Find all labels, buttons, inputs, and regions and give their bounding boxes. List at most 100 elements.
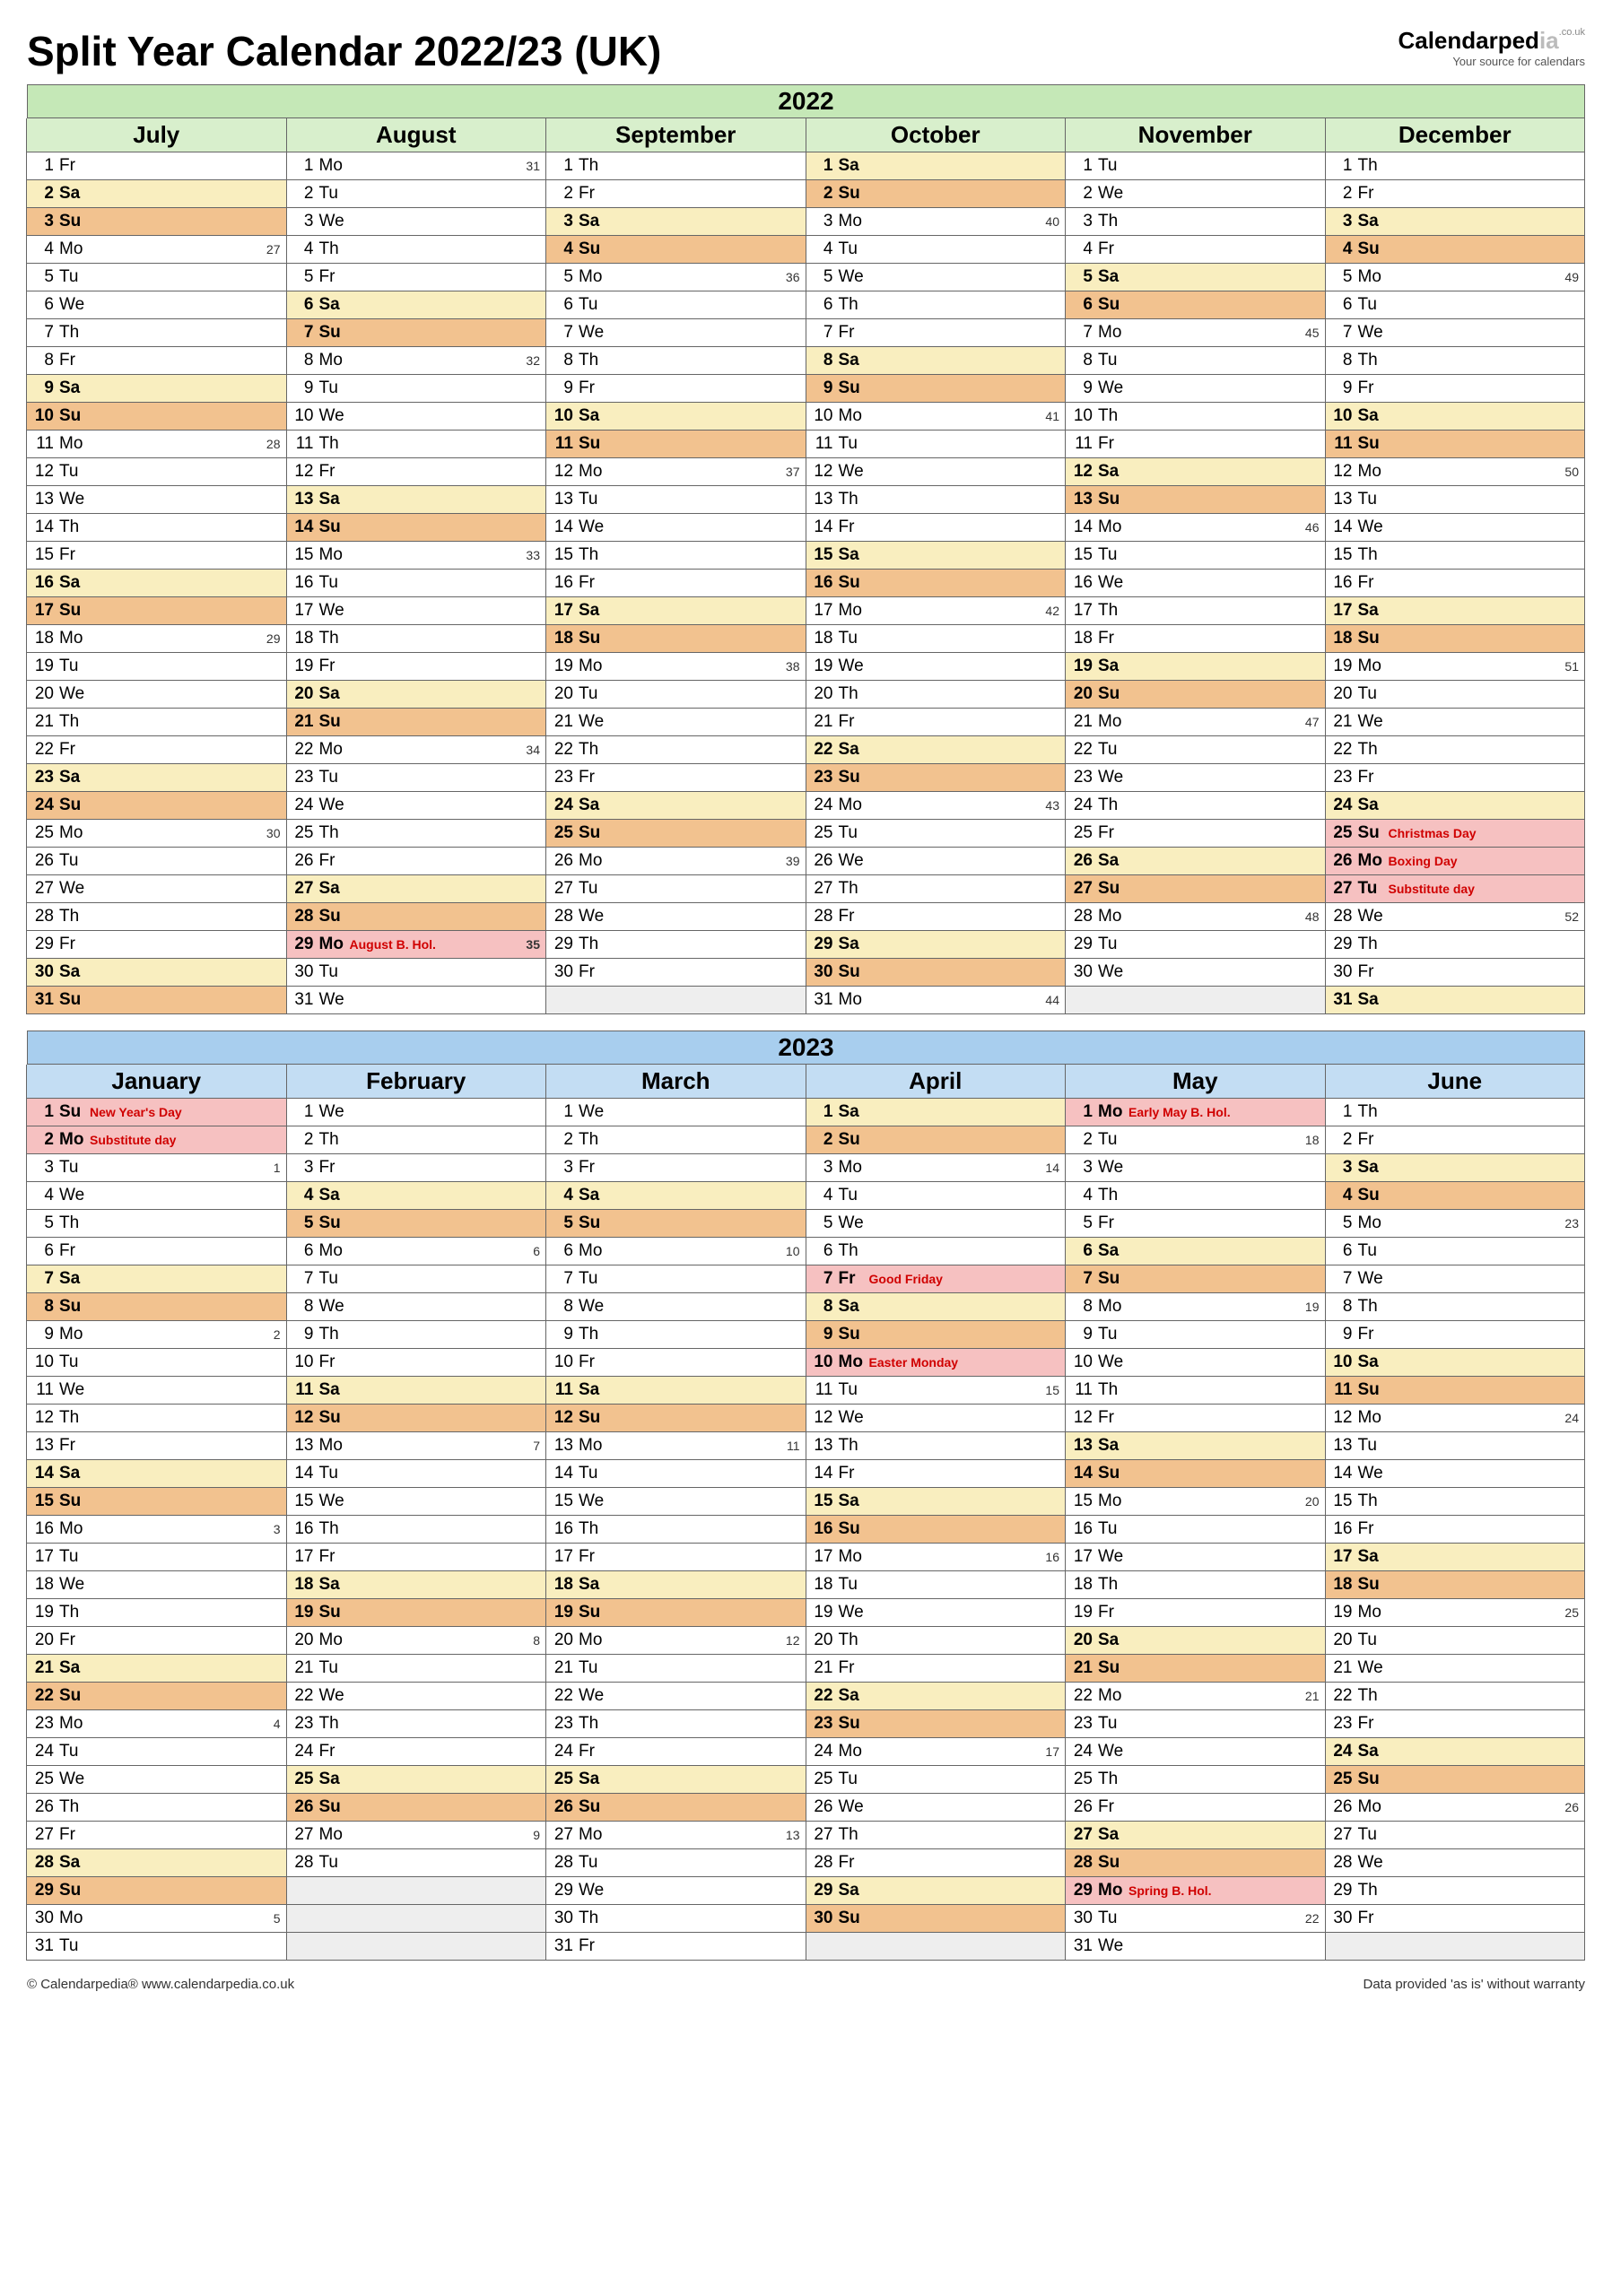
week-number: 23 [1563,1216,1581,1231]
day-of-week: Tu [1355,1631,1385,1650]
day-number: 28 [550,907,575,926]
brand-name: Calendarpedia.co.uk [1398,27,1585,55]
day-of-week: Su [316,712,346,732]
day-row: 23Fr [546,764,806,792]
day-of-week: Th [575,740,606,760]
day-row: 1We [546,1099,806,1126]
day-row: 4Sa [546,1182,806,1210]
day-of-week: Mo [316,1436,346,1456]
day-number: 18 [1329,1575,1355,1595]
day-row: 6Fr [27,1238,286,1265]
day-number: 24 [810,796,835,815]
holiday-label: New Year's Day [86,1105,265,1119]
day-row: 21We [1326,1655,1585,1683]
day-number: 24 [550,796,575,815]
day-of-week: Su [56,601,86,621]
day-of-week: Mo [575,267,606,287]
day-row: 24Sa [546,792,806,820]
day-of-week: Mo [1094,712,1125,732]
day-number: 12 [30,1408,56,1428]
day-of-week: Tu [1355,684,1385,704]
day-of-week: Su [835,768,866,787]
day-number: 6 [550,1241,575,1261]
day-number: 25 [810,823,835,843]
day-of-week: Sa [56,1269,86,1289]
day-row: 22Mo34 [287,736,546,764]
day-row: 4Mo27 [27,236,286,264]
day-of-week: We [1094,573,1125,593]
day-row: 19Su [546,1599,806,1627]
day-number: 12 [30,462,56,482]
day-row: 23Sa [27,764,286,792]
day-row: 19Mo38 [546,653,806,681]
day-number: 19 [810,657,835,676]
day-number: 30 [30,962,56,982]
day-of-week: Sa [56,1464,86,1483]
week-number: 26 [1563,1800,1581,1814]
day-of-week: Sa [56,962,86,982]
day-of-week: Fr [835,907,866,926]
day-row: 30Fr [546,959,806,987]
day-number: 9 [30,378,56,398]
day-of-week: Fr [1355,1909,1385,1928]
day-number: 1 [1069,156,1094,176]
day-number: 11 [810,434,835,454]
day-of-week: Th [316,1519,346,1539]
day-number: 24 [291,1742,316,1761]
day-number: 1 [1069,1102,1094,1122]
day-of-week: Th [56,1797,86,1817]
day-number: 17 [810,1547,835,1567]
week-number: 6 [524,1244,542,1258]
day-of-week: Sa [56,1658,86,1678]
day-row: 7We [546,319,806,347]
day-of-week: Th [835,295,866,315]
day-row: 26MoBoxing Day [1326,848,1585,875]
day-row: 22We [546,1683,806,1710]
day-row: 23Mo4 [27,1710,286,1738]
day-row: 1SuNew Year's Day [27,1099,286,1126]
day-row: 25Mo30 [27,820,286,848]
day-of-week: Tu [1094,351,1125,370]
day-of-week: Mo [575,1241,606,1261]
day-number: 15 [291,1492,316,1511]
day-row: 6Sa [1066,1238,1325,1265]
day-number: 18 [810,629,835,648]
day-of-week: Th [575,1130,606,1150]
day-row: 10Sa [1326,403,1585,430]
day-of-week: Th [1094,796,1125,815]
day-of-week: Tu [835,1575,866,1595]
holiday-label: August B. Hol. [346,937,525,952]
day-number: 9 [291,1325,316,1344]
day-row: 21Sa [27,1655,286,1683]
day-of-week: Mo [1094,1881,1125,1900]
day-row: 18Su [1326,1571,1585,1599]
holiday-label: Substitute day [1385,882,1564,896]
day-of-week: Sa [835,545,866,565]
day-of-week: Su [575,1213,606,1233]
day-row: 14Mo46 [1066,514,1325,542]
day-of-week: Th [1094,1380,1125,1400]
month-header: June [1326,1065,1585,1099]
day-row: 7Tu [546,1265,806,1293]
day-of-week: Fr [1355,962,1385,982]
day-of-week: Tu [1094,1909,1125,1928]
day-of-week: We [56,1575,86,1595]
day-of-week: Tu [1094,156,1125,176]
day-of-week: We [316,1297,346,1317]
day-of-week: Fr [56,935,86,954]
day-row: 2Fr [546,180,806,208]
day-row: 12Sa [1066,458,1325,486]
holiday-label: Early May B. Hol. [1125,1105,1303,1119]
day-number: 12 [1329,1408,1355,1428]
day-row: 24Mo17 [806,1738,1066,1766]
day-number: 21 [550,1658,575,1678]
day-of-week: Mo [1094,1686,1125,1706]
day-row: 2MoSubstitute day [27,1126,286,1154]
day-row: 7We [1326,1265,1585,1293]
day-number: 22 [1329,740,1355,760]
day-row: 3We [1066,1154,1325,1182]
day-of-week: Fr [1355,573,1385,593]
day-of-week: Fr [56,1436,86,1456]
day-row: 9Su [806,1321,1066,1349]
month-header: November [1066,118,1325,152]
